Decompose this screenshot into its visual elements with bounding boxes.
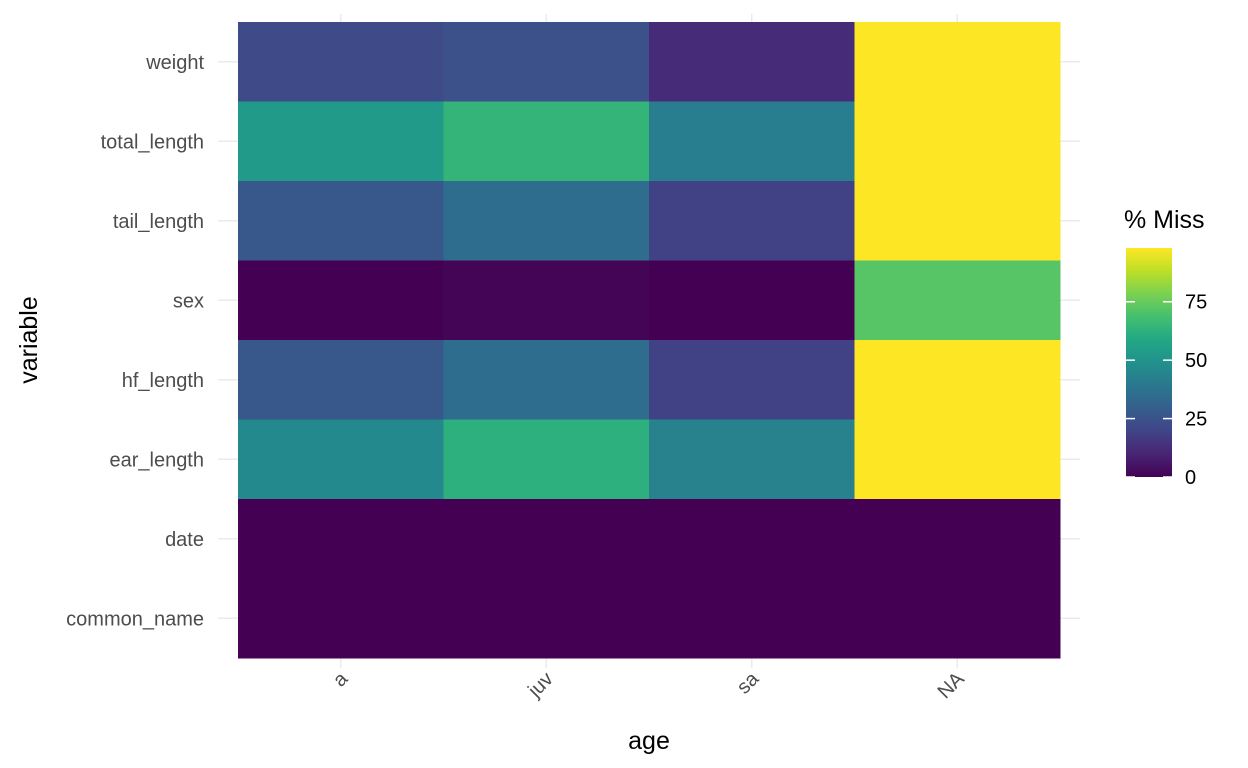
legend-ticks: 0 25 50 75 bbox=[1126, 292, 1207, 489]
x-tick-label: juv bbox=[523, 668, 557, 702]
y-axis-title: variable bbox=[15, 296, 43, 384]
heatmap-cell bbox=[443, 578, 650, 659]
heatmap-cell bbox=[443, 419, 650, 500]
heatmap-cell bbox=[443, 260, 650, 341]
y-tick-label: tail_length bbox=[113, 211, 204, 233]
legend-tick-label: 75 bbox=[1185, 292, 1207, 314]
x-tick-label: NA bbox=[934, 668, 970, 704]
heatmap-cell bbox=[443, 340, 650, 420]
y-tick-label: total_length bbox=[101, 131, 204, 153]
heatmap-cell bbox=[854, 578, 1061, 659]
heatmap-cell bbox=[238, 499, 444, 579]
heatmap-cell bbox=[443, 181, 650, 261]
heatmap-cell bbox=[649, 181, 855, 261]
heatmap-cell bbox=[649, 22, 855, 102]
heatmap-cell bbox=[854, 419, 1061, 500]
y-tick-label: ear_length bbox=[109, 449, 204, 471]
legend-tick-label: 25 bbox=[1185, 409, 1207, 431]
heatmap-cell bbox=[854, 22, 1061, 102]
heatmap-cell bbox=[854, 181, 1061, 261]
y-tick-label: common_name bbox=[66, 608, 204, 630]
heatmap-cell bbox=[238, 22, 444, 102]
x-axis-title: age bbox=[628, 727, 670, 755]
heatmap-cell bbox=[854, 260, 1061, 341]
heatmap-cell bbox=[854, 101, 1061, 182]
x-tick-labels: a juv sa NA bbox=[329, 667, 969, 703]
heatmap-cell bbox=[649, 419, 855, 500]
heatmap-cell bbox=[649, 499, 855, 579]
heatmap-cell bbox=[443, 101, 650, 182]
legend-title: % Miss bbox=[1124, 206, 1205, 234]
y-tick-label: date bbox=[165, 529, 204, 551]
heatmap-cell bbox=[443, 22, 650, 102]
heatmap-cell bbox=[854, 340, 1061, 420]
heatmap-cell bbox=[238, 578, 444, 659]
legend-color-bar bbox=[1126, 248, 1172, 477]
x-tick-label: a bbox=[329, 667, 353, 691]
heatmap-cell bbox=[238, 340, 444, 420]
legend-tick-label: 0 bbox=[1185, 467, 1196, 489]
color-legend: % Miss 0 25 50 75 bbox=[1124, 206, 1207, 489]
heatmap-cell bbox=[443, 499, 650, 579]
heatmap-cell bbox=[238, 181, 444, 261]
y-tick-label: sex bbox=[173, 290, 204, 312]
heatmap-cell bbox=[649, 340, 855, 420]
heatmap-cell bbox=[649, 101, 855, 182]
x-tick-label: sa bbox=[733, 667, 764, 698]
heatmap-cell bbox=[649, 260, 855, 341]
heatmap-cell bbox=[238, 419, 444, 500]
heatmap-cell bbox=[238, 101, 444, 182]
heatmap-cell bbox=[238, 260, 444, 341]
y-tick-label: hf_length bbox=[122, 370, 204, 392]
heatmap-cells bbox=[238, 22, 1061, 659]
heatmap-cell bbox=[854, 499, 1061, 579]
y-tick-label: weight bbox=[145, 52, 204, 74]
heatmap-cell bbox=[649, 578, 855, 659]
legend-tick-label: 50 bbox=[1185, 350, 1207, 372]
